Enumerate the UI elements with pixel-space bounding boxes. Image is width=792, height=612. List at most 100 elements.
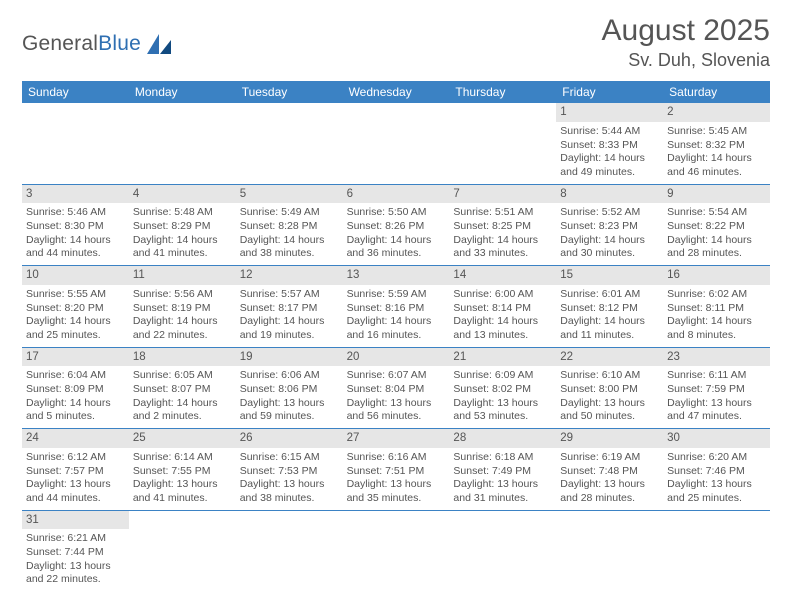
daylight-text: Daylight: 14 hours and 28 minutes. xyxy=(667,234,766,261)
sunset-text: Sunset: 8:12 PM xyxy=(560,302,659,316)
sunset-text: Sunset: 8:17 PM xyxy=(240,302,339,316)
month-title: August 2025 xyxy=(602,14,770,48)
sunrise-text: Sunrise: 6:18 AM xyxy=(453,451,552,465)
daylight-text: Daylight: 13 hours and 59 minutes. xyxy=(240,397,339,424)
sunset-text: Sunset: 8:33 PM xyxy=(560,139,659,153)
logo-word-1: General xyxy=(22,32,98,55)
day-number: 31 xyxy=(22,511,129,530)
weekday-header-row: SundayMondayTuesdayWednesdayThursdayFrid… xyxy=(22,81,770,103)
day-info: Sunrise: 6:04 AMSunset: 8:09 PMDaylight:… xyxy=(26,369,125,424)
day-info: Sunrise: 6:19 AMSunset: 7:48 PMDaylight:… xyxy=(560,451,659,506)
day-number: 13 xyxy=(343,266,450,285)
calendar-day-cell: 16Sunrise: 6:02 AMSunset: 8:11 PMDayligh… xyxy=(663,266,770,348)
day-number: 26 xyxy=(236,429,343,448)
sunset-text: Sunset: 7:48 PM xyxy=(560,465,659,479)
sunrise-text: Sunrise: 5:56 AM xyxy=(133,288,232,302)
daylight-text: Daylight: 14 hours and 36 minutes. xyxy=(347,234,446,261)
calendar-empty-cell xyxy=(449,103,556,185)
sunrise-text: Sunrise: 6:10 AM xyxy=(560,369,659,383)
daylight-text: Daylight: 14 hours and 11 minutes. xyxy=(560,315,659,342)
day-info: Sunrise: 5:50 AMSunset: 8:26 PMDaylight:… xyxy=(347,206,446,261)
calendar-page: GeneralBlue August 2025 Sv. Duh, Sloveni… xyxy=(0,0,792,591)
sunset-text: Sunset: 8:22 PM xyxy=(667,220,766,234)
calendar-empty-cell xyxy=(449,511,556,592)
sunrise-text: Sunrise: 6:19 AM xyxy=(560,451,659,465)
day-number: 9 xyxy=(663,185,770,204)
day-info: Sunrise: 6:09 AMSunset: 8:02 PMDaylight:… xyxy=(453,369,552,424)
daylight-text: Daylight: 14 hours and 44 minutes. xyxy=(26,234,125,261)
calendar-empty-cell xyxy=(129,511,236,592)
sunset-text: Sunset: 8:14 PM xyxy=(453,302,552,316)
sunset-text: Sunset: 7:44 PM xyxy=(26,546,125,560)
calendar-day-cell: 24Sunrise: 6:12 AMSunset: 7:57 PMDayligh… xyxy=(22,429,129,511)
calendar-day-cell: 9 Sunrise: 5:54 AMSunset: 8:22 PMDaylight… xyxy=(663,185,770,267)
day-info: Sunrise: 5:49 AMSunset: 8:28 PMDaylight:… xyxy=(240,206,339,261)
calendar-grid: 1 Sunrise: 5:44 AMSunset: 8:33 PMDaylight… xyxy=(22,103,770,591)
sunrise-text: Sunrise: 6:00 AM xyxy=(453,288,552,302)
calendar-empty-cell xyxy=(236,103,343,185)
sunrise-text: Sunrise: 5:45 AM xyxy=(667,125,766,139)
sunrise-text: Sunrise: 5:54 AM xyxy=(667,206,766,220)
daylight-text: Daylight: 14 hours and 30 minutes. xyxy=(560,234,659,261)
location-label: Sv. Duh, Slovenia xyxy=(602,50,770,71)
calendar-day-cell: 15Sunrise: 6:01 AMSunset: 8:12 PMDayligh… xyxy=(556,266,663,348)
sunrise-text: Sunrise: 6:12 AM xyxy=(26,451,125,465)
sunrise-text: Sunrise: 5:48 AM xyxy=(133,206,232,220)
sunrise-text: Sunrise: 6:04 AM xyxy=(26,369,125,383)
day-info: Sunrise: 5:45 AMSunset: 8:32 PMDaylight:… xyxy=(667,125,766,180)
day-info: Sunrise: 5:57 AMSunset: 8:17 PMDaylight:… xyxy=(240,288,339,343)
day-info: Sunrise: 5:44 AMSunset: 8:33 PMDaylight:… xyxy=(560,125,659,180)
day-number: 6 xyxy=(343,185,450,204)
calendar-empty-cell xyxy=(663,511,770,592)
day-number: 29 xyxy=(556,429,663,448)
calendar-day-cell: 3Sunrise: 5:46 AMSunset: 8:30 PMDaylight… xyxy=(22,185,129,267)
sunrise-text: Sunrise: 5:52 AM xyxy=(560,206,659,220)
sunrise-text: Sunrise: 6:01 AM xyxy=(560,288,659,302)
sunset-text: Sunset: 8:11 PM xyxy=(667,302,766,316)
daylight-text: Daylight: 13 hours and 35 minutes. xyxy=(347,478,446,505)
day-number: 19 xyxy=(236,348,343,367)
calendar-day-cell: 7Sunrise: 5:51 AMSunset: 8:25 PMDaylight… xyxy=(449,185,556,267)
day-number: 3 xyxy=(22,185,129,204)
day-number: 10 xyxy=(22,266,129,285)
daylight-text: Daylight: 14 hours and 13 minutes. xyxy=(453,315,552,342)
day-info: Sunrise: 6:11 AMSunset: 7:59 PMDaylight:… xyxy=(667,369,766,424)
daylight-text: Daylight: 13 hours and 38 minutes. xyxy=(240,478,339,505)
daylight-text: Daylight: 13 hours and 41 minutes. xyxy=(133,478,232,505)
calendar-day-cell: 2Sunrise: 5:45 AMSunset: 8:32 PMDaylight… xyxy=(663,103,770,185)
daylight-text: Daylight: 13 hours and 44 minutes. xyxy=(26,478,125,505)
day-info: Sunrise: 6:05 AMSunset: 8:07 PMDaylight:… xyxy=(133,369,232,424)
logo-sail-icon xyxy=(145,32,173,56)
sunrise-text: Sunrise: 5:57 AM xyxy=(240,288,339,302)
sunrise-text: Sunrise: 6:21 AM xyxy=(26,532,125,546)
calendar-day-cell: 11Sunrise: 5:56 AMSunset: 8:19 PMDayligh… xyxy=(129,266,236,348)
calendar-day-cell: 4Sunrise: 5:48 AMSunset: 8:29 PMDaylight… xyxy=(129,185,236,267)
day-info: Sunrise: 6:21 AMSunset: 7:44 PMDaylight:… xyxy=(26,532,125,587)
calendar-day-cell: 17Sunrise: 6:04 AMSunset: 8:09 PMDayligh… xyxy=(22,348,129,430)
daylight-text: Daylight: 13 hours and 22 minutes. xyxy=(26,560,125,587)
daylight-text: Daylight: 14 hours and 2 minutes. xyxy=(133,397,232,424)
sunrise-text: Sunrise: 6:07 AM xyxy=(347,369,446,383)
daylight-text: Daylight: 14 hours and 38 minutes. xyxy=(240,234,339,261)
calendar-day-cell: 27Sunrise: 6:16 AMSunset: 7:51 PMDayligh… xyxy=(343,429,450,511)
daylight-text: Daylight: 14 hours and 16 minutes. xyxy=(347,315,446,342)
daylight-text: Daylight: 14 hours and 8 minutes. xyxy=(667,315,766,342)
calendar-day-cell: 30Sunrise: 6:20 AMSunset: 7:46 PMDayligh… xyxy=(663,429,770,511)
calendar-day-cell: 1 Sunrise: 5:44 AMSunset: 8:33 PMDaylight… xyxy=(556,103,663,185)
day-info: Sunrise: 5:59 AMSunset: 8:16 PMDaylight:… xyxy=(347,288,446,343)
day-number: 1 xyxy=(556,103,663,122)
daylight-text: Daylight: 14 hours and 41 minutes. xyxy=(133,234,232,261)
day-number: 20 xyxy=(343,348,450,367)
day-number: 27 xyxy=(343,429,450,448)
calendar-day-cell: 29 Sunrise: 6:19 AMSunset: 7:48 PMDayligh… xyxy=(556,429,663,511)
daylight-text: Daylight: 14 hours and 22 minutes. xyxy=(133,315,232,342)
sunset-text: Sunset: 8:00 PM xyxy=(560,383,659,397)
calendar-day-cell: 25Sunrise: 6:14 AMSunset: 7:55 PMDayligh… xyxy=(129,429,236,511)
sunrise-text: Sunrise: 5:46 AM xyxy=(26,206,125,220)
daylight-text: Daylight: 13 hours and 47 minutes. xyxy=(667,397,766,424)
day-info: Sunrise: 6:07 AMSunset: 8:04 PMDaylight:… xyxy=(347,369,446,424)
sunrise-text: Sunrise: 6:06 AM xyxy=(240,369,339,383)
sunrise-text: Sunrise: 5:49 AM xyxy=(240,206,339,220)
sunset-text: Sunset: 8:25 PM xyxy=(453,220,552,234)
calendar-empty-cell xyxy=(343,511,450,592)
